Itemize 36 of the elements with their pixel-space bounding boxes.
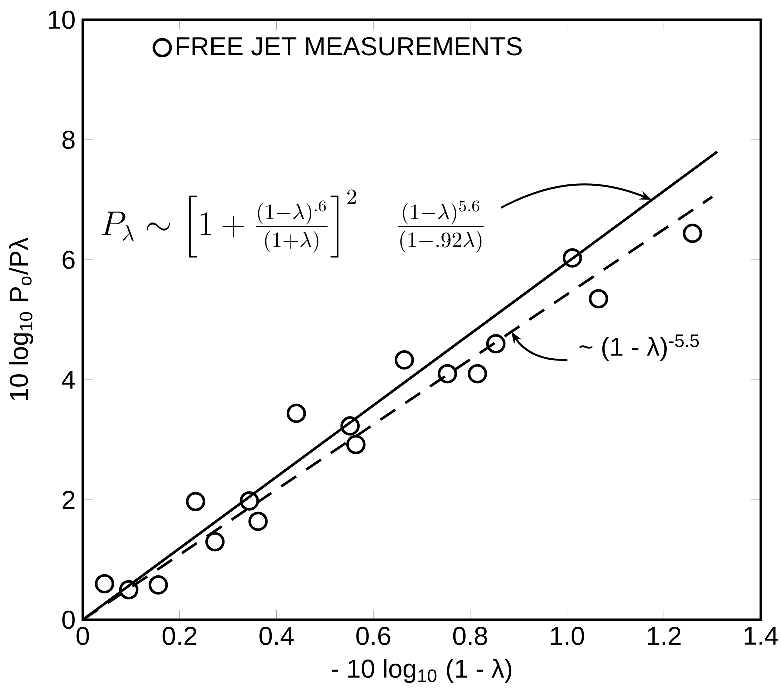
point [240,492,260,511]
point [340,416,360,436]
point [468,364,488,384]
point [148,576,168,595]
point [394,350,414,370]
y-axis-title: 10 log$_{10}$ P$_{o}$/Pλ [9,238,34,400]
point [589,289,608,309]
point [486,334,506,354]
x-tick-label: 1.4 [744,627,778,645]
x-tick-label: 1.2 [648,627,681,646]
annotation: ~ (1 - λ)$^{-5.5}$ [580,334,700,362]
point [286,404,306,424]
annotation: $P_{\lambda} \sim \left[1 + \frac{(1-\lambda)^{.6}}{(1+\lambda)}\right]^{2} \quad \frac{(1-\lambda)^{5.6}}{(1-.92\lambda)}$ [102,190,484,258]
y-tick-label: 6 [62,250,75,270]
x-tick-label: 0.8 [453,627,488,646]
y-tick-label: 0 [62,610,75,630]
point [562,248,582,268]
point [95,574,114,594]
point [206,532,225,552]
legend-label: FREE JET MEASUREMENTS [176,37,522,56]
y-tick-label: 4 [62,371,76,389]
point [186,492,206,512]
point [346,435,366,454]
point [438,364,458,384]
point [683,224,702,244]
x-axis-title: - 10 log$_{10}$ (1 - λ) [332,659,512,684]
y-tick-label: 8 [62,130,75,150]
point [119,580,139,600]
x-tick-label: 0 [76,627,90,646]
y-tick-label: 2 [62,490,75,510]
y-tick-label: 10 [49,10,75,30]
point [248,512,268,532]
x-tick-label: 0.6 [356,627,390,646]
x-tick-label: 1.0 [551,627,584,646]
x-tick-label: 0.4 [260,627,294,646]
x-tick-label: 0.2 [162,627,197,646]
